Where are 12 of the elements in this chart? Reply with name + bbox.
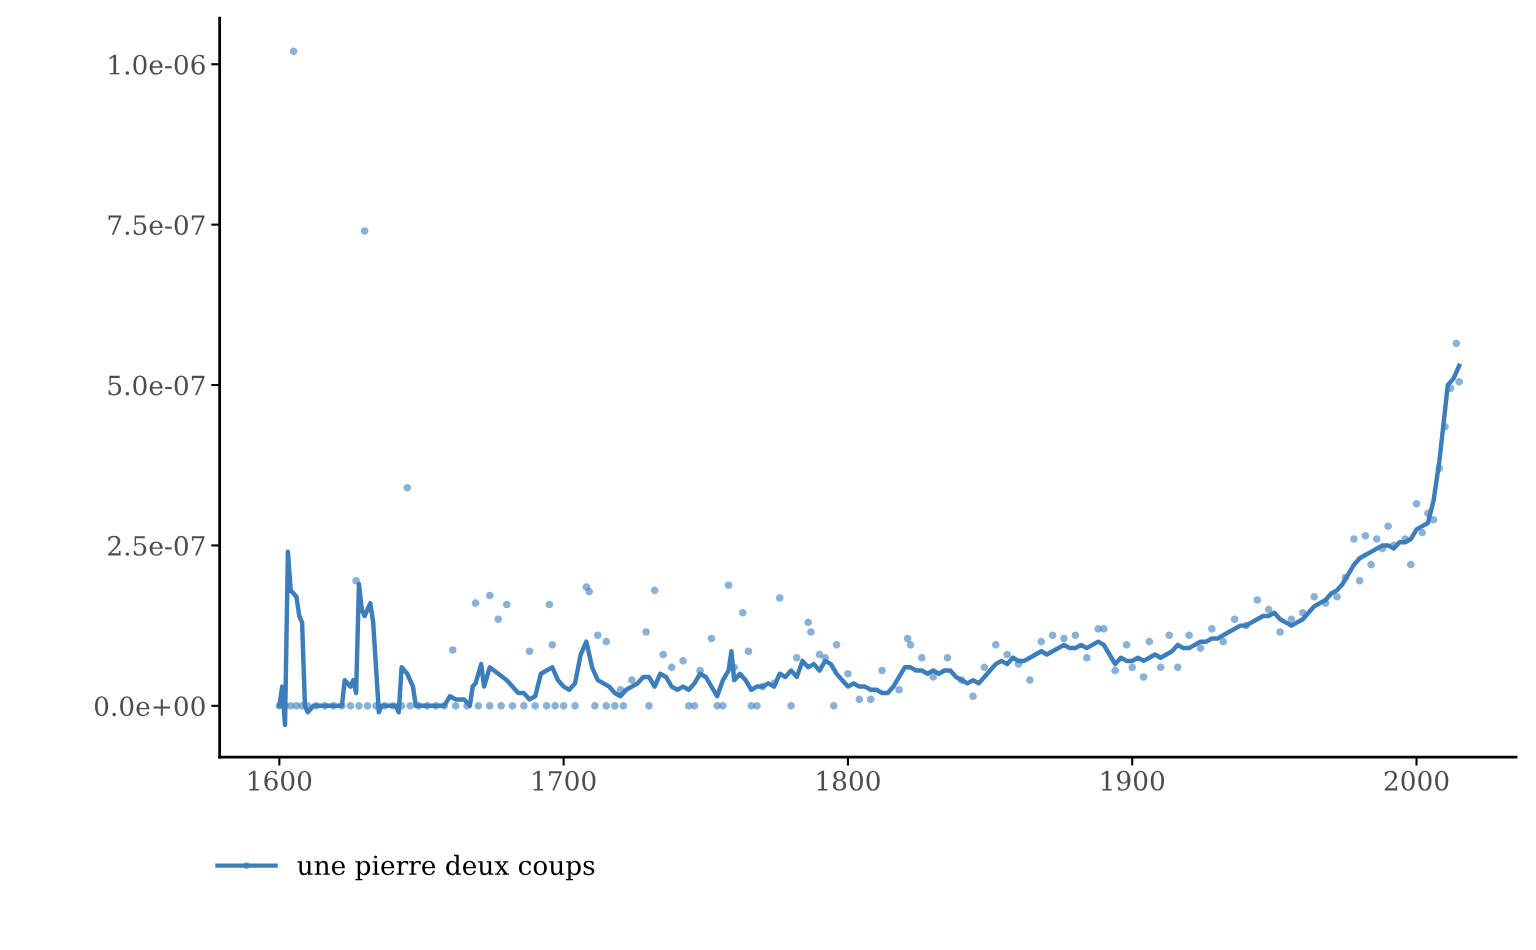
- y-tick-label: 5.0e-07: [108, 375, 205, 396]
- x-tick-label: 1800: [817, 770, 880, 791]
- y-tick-label: 7.5e-07: [108, 215, 205, 236]
- line-series: [277, 363, 1462, 728]
- y-tick-label: 1.0e-06: [109, 54, 205, 75]
- y-tick-label: 0.0e+00: [94, 696, 205, 717]
- x-tick-label: 1900: [1101, 770, 1165, 791]
- x-tick-label: 2000: [1384, 770, 1449, 791]
- y-tick-label: 2.5e-07: [108, 535, 205, 556]
- legend-label: une pierre deux coups: [297, 854, 595, 881]
- x-tick-label: 1700: [533, 770, 596, 791]
- x-tick-label: 1600: [248, 770, 312, 791]
